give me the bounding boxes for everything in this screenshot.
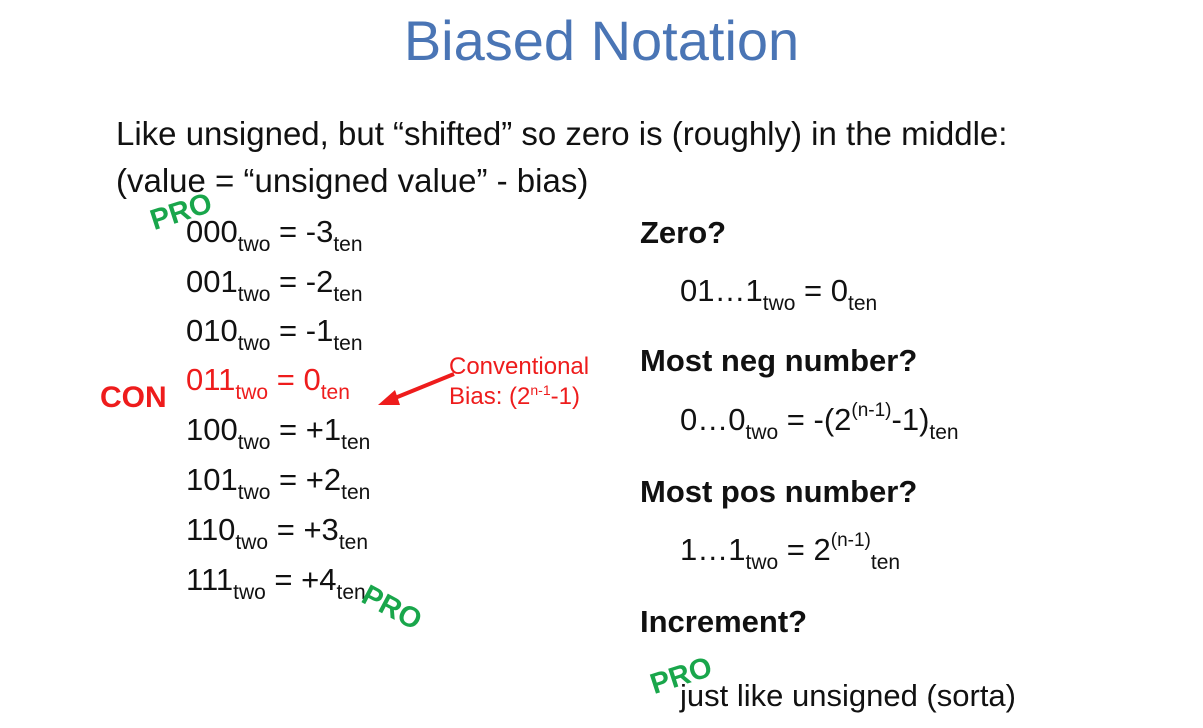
encoding-row: 100two = +1ten: [186, 412, 371, 454]
encoding-row: 010two = -1ten: [186, 313, 363, 355]
answer-most-pos: 1…1two = 2(n-1)ten: [680, 530, 901, 574]
encoding-row: 110two = +3ten: [186, 512, 369, 554]
encoding-row: 101two = +2ten: [186, 462, 371, 504]
encoding-row: 001two = -2ten: [186, 264, 363, 306]
answer-zero: 01…1two = 0ten: [680, 273, 878, 315]
intro-text: Like unsigned, but “shifted” so zero is …: [116, 115, 1008, 199]
pro-label-bottom: PRO: [356, 579, 427, 637]
con-label: CON: [100, 381, 167, 414]
answer-increment: just like unsigned (sorta): [680, 678, 1016, 713]
encoding-row-zero: 011two = 0ten: [186, 362, 350, 404]
encoding-row: 000two = -3ten: [186, 214, 363, 256]
question-increment: Increment?: [640, 604, 808, 639]
conventional-bias-note: Conventional Bias: (2n-1-1): [449, 353, 590, 410]
answer-most-neg: 0…0two = -(2(n-1)-1)ten: [680, 400, 959, 444]
question-most-pos: Most pos number?: [640, 474, 918, 509]
encoding-row: 111two = +4ten: [186, 562, 366, 604]
question-zero: Zero?: [640, 215, 727, 250]
arrow-icon: [378, 372, 455, 405]
slide-title: Biased Notation: [403, 9, 800, 72]
question-most-neg: Most neg number?: [640, 343, 918, 378]
